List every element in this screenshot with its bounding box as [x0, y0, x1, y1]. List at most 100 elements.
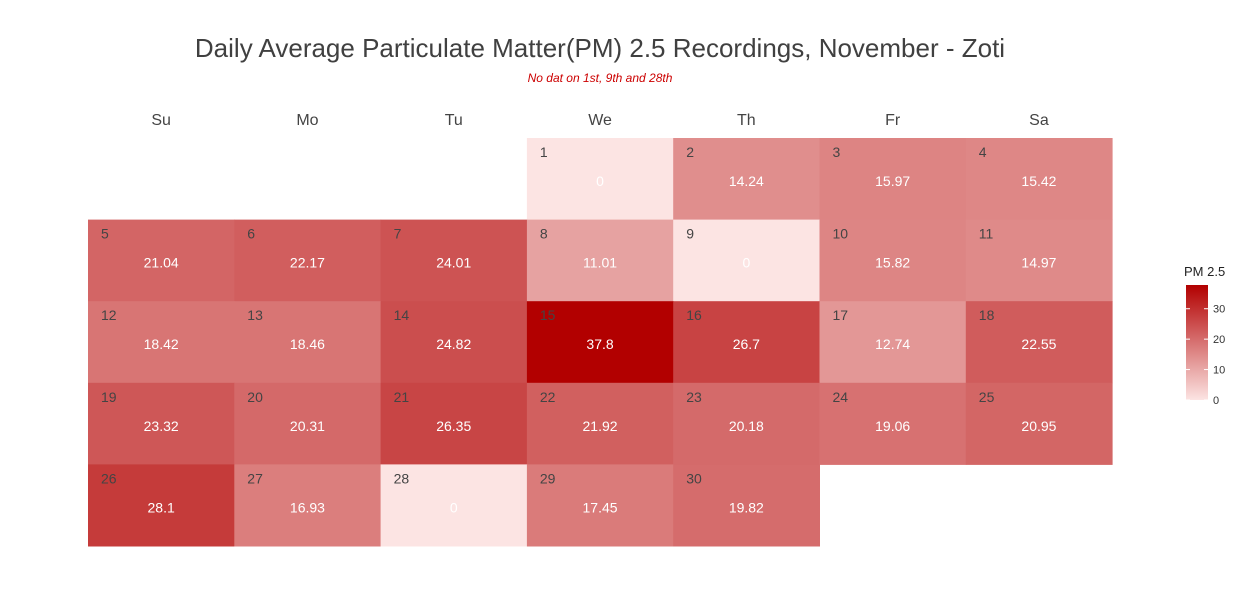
day-value-26: 28.1	[148, 499, 175, 515]
day-cell-13	[234, 301, 382, 384]
day-number-8: 8	[540, 226, 548, 242]
day-number-30: 30	[686, 470, 702, 486]
day-value-16: 26.7	[733, 336, 760, 352]
day-number-29: 29	[540, 470, 556, 486]
day-value-2: 14.24	[729, 173, 764, 189]
day-cell-2	[673, 138, 820, 221]
day-number-23: 23	[686, 389, 702, 405]
day-number-7: 7	[394, 226, 402, 242]
day-value-9: 0	[742, 255, 750, 271]
day-number-6: 6	[247, 226, 255, 242]
day-value-29: 17.45	[583, 499, 618, 515]
day-cell-26	[88, 464, 235, 547]
weekday-header-we: We	[588, 112, 612, 129]
day-cell-22	[526, 382, 674, 465]
day-value-14: 24.82	[436, 336, 471, 352]
day-number-9: 9	[686, 226, 694, 242]
day-value-28: 0	[450, 499, 458, 515]
day-value-27: 16.93	[290, 499, 325, 515]
day-number-2: 2	[686, 144, 694, 160]
day-value-12: 18.42	[144, 336, 179, 352]
day-number-13: 13	[247, 307, 263, 323]
day-cell-28	[380, 464, 528, 547]
day-number-10: 10	[833, 226, 849, 242]
day-number-4: 4	[979, 144, 987, 160]
day-number-11: 11	[979, 226, 994, 242]
weekday-header-tu: Tu	[445, 112, 463, 129]
day-value-30: 19.82	[729, 499, 764, 515]
day-cell-6	[234, 219, 382, 302]
day-value-18: 22.55	[1021, 336, 1056, 352]
day-value-11: 14.97	[1021, 255, 1056, 271]
day-cell-14	[380, 301, 528, 384]
day-value-23: 20.18	[729, 418, 764, 434]
day-cell-16	[673, 301, 820, 384]
chart-title: Daily Average Particulate Matter(PM) 2.5…	[194, 33, 1006, 63]
day-cell-5	[88, 219, 235, 302]
day-number-16: 16	[686, 307, 702, 323]
day-cell-23	[673, 382, 820, 465]
day-number-17: 17	[833, 307, 849, 323]
day-number-19: 19	[101, 389, 117, 405]
day-cell-27	[234, 464, 382, 547]
day-number-5: 5	[101, 226, 109, 242]
day-cell-21	[380, 382, 528, 465]
day-number-3: 3	[833, 144, 841, 160]
day-value-13: 18.46	[290, 336, 325, 352]
day-value-4: 15.42	[1021, 173, 1056, 189]
weekday-header-sa: Sa	[1029, 112, 1049, 129]
weekday-header-mo: Mo	[296, 112, 318, 129]
day-value-20: 20.31	[290, 418, 325, 434]
day-cell-11	[965, 219, 1113, 302]
day-cell-9	[673, 219, 820, 302]
legend-colorbar	[1186, 285, 1208, 400]
day-value-17: 12.74	[875, 336, 910, 352]
day-number-28: 28	[394, 470, 410, 486]
day-value-1: 0	[596, 173, 604, 189]
day-number-21: 21	[394, 389, 410, 405]
day-number-15: 15	[540, 307, 556, 323]
day-cell-17	[819, 301, 967, 384]
day-number-1: 1	[540, 144, 548, 160]
day-cell-29	[526, 464, 674, 547]
weekday-header-fr: Fr	[885, 112, 901, 129]
day-number-20: 20	[247, 389, 263, 405]
day-value-7: 24.01	[436, 255, 471, 271]
day-value-5: 21.04	[144, 255, 179, 271]
day-cell-8	[526, 219, 674, 302]
day-value-3: 15.97	[875, 173, 910, 189]
day-cell-20	[234, 382, 382, 465]
day-cell-30	[673, 464, 820, 547]
day-cell-25	[965, 382, 1113, 465]
day-value-15: 37.8	[586, 336, 613, 352]
weekday-header-th: Th	[737, 112, 756, 129]
legend-tick-label: 30	[1213, 304, 1225, 316]
day-cell-18	[965, 301, 1113, 384]
day-cell-4	[965, 138, 1113, 221]
day-number-12: 12	[101, 307, 117, 323]
day-cell-12	[88, 301, 235, 384]
day-number-14: 14	[394, 307, 410, 323]
day-value-25: 20.95	[1021, 418, 1056, 434]
day-value-22: 21.92	[583, 418, 618, 434]
day-value-6: 22.17	[290, 255, 325, 271]
day-cell-19	[88, 382, 235, 465]
chart-subtitle: No dat on 1st, 9th and 28th	[527, 71, 673, 85]
day-cell-15	[526, 301, 674, 384]
day-number-22: 22	[540, 389, 556, 405]
day-value-19: 23.32	[144, 418, 179, 434]
day-number-27: 27	[247, 470, 263, 486]
day-value-24: 19.06	[875, 418, 910, 434]
day-number-25: 25	[979, 389, 995, 405]
day-cell-24	[819, 382, 967, 465]
day-cell-1	[526, 138, 674, 221]
legend-title: PM 2.5	[1184, 264, 1225, 279]
day-cell-3	[819, 138, 967, 221]
day-cell-7	[380, 219, 528, 302]
legend-tick-label: 10	[1213, 365, 1225, 377]
day-cell-10	[819, 219, 967, 302]
weekday-header-su: Su	[151, 112, 171, 129]
color-legend: PM 2.5 0 10 20 30	[1184, 264, 1225, 407]
day-number-26: 26	[101, 470, 117, 486]
day-value-10: 15.82	[875, 255, 910, 271]
